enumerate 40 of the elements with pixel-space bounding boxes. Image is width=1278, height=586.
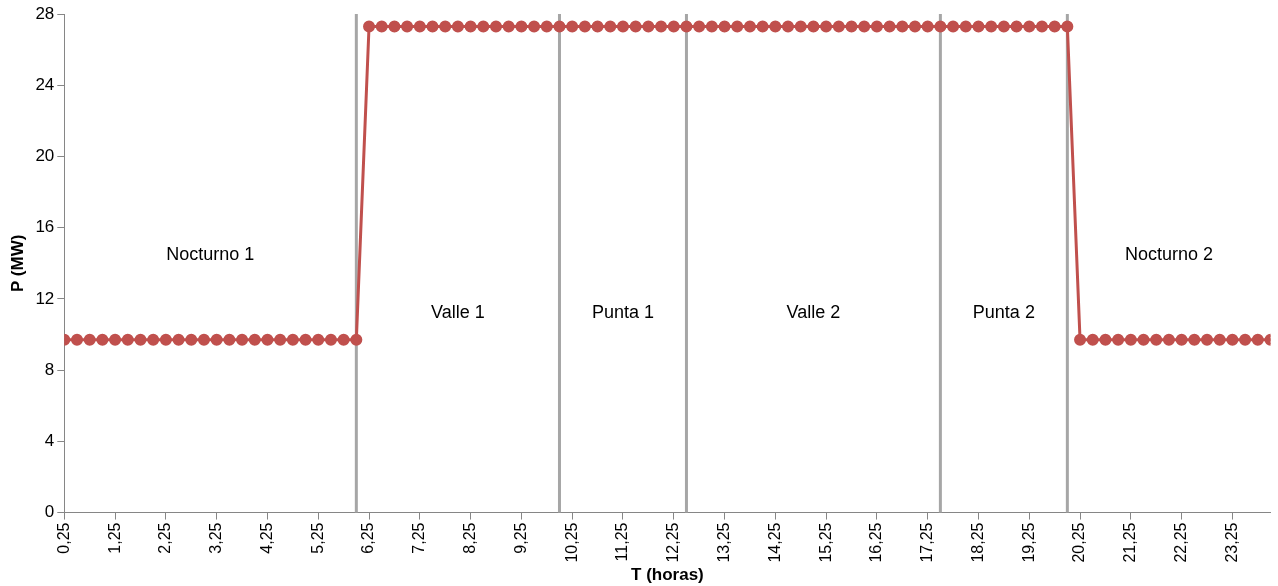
x-tick-label: 9,25 [511,522,529,554]
x-tick-label: 14,25 [765,522,783,563]
x-tick-label: 11,25 [613,522,631,562]
annotation: Nocturno 2 [1124,243,1213,264]
x-tick-label: 18,25 [968,522,986,563]
x-tick-label: 20,25 [1070,522,1088,563]
annotation: Valle 1 [431,302,485,323]
y-tick-label: 8 [44,359,55,379]
x-tick-label: 21,25 [1121,522,1139,563]
x-tick-label: 1,25 [105,522,123,554]
annotation: Punta 1 [591,302,654,323]
y-tick-label: 4 [44,431,55,451]
x-tick-label: 6,25 [359,522,377,554]
y-tick-label: 28 [35,3,55,23]
x-tick-label: 4,25 [257,522,275,554]
y-tick-label: 0 [44,502,55,522]
x-tick-label: 16,25 [867,522,885,563]
x-tick-label: 23,25 [1222,522,1240,563]
x-tick-label: 22,25 [1172,522,1190,563]
x-tick-label: 7,25 [410,522,428,554]
x-tick-label: 5,25 [308,522,326,554]
x-tick-label: 2,25 [156,522,174,554]
y-tick-label: 24 [35,74,55,94]
x-tick-label: 19,25 [1019,522,1037,563]
x-tick-label: 8,25 [461,522,479,554]
y-tick-label: 16 [35,217,55,237]
y-axis-title: P (MW) [7,234,27,292]
x-tick-label: 15,25 [816,522,834,563]
x-tick-label: 0,25 [54,522,72,554]
y-tick-label: 12 [35,288,55,308]
annotation: Valle 2 [786,302,841,323]
x-tick-label: 10,25 [562,522,580,563]
x-tick-label: 3,25 [207,522,225,554]
annotation: Nocturno 1 [166,243,255,264]
y-tick-label: 20 [35,146,55,166]
annotation: Punta 2 [972,302,1035,323]
x-axis-title: T (horas) [631,565,704,585]
x-tick-label: 13,25 [714,522,732,563]
x-tick-label: 12,25 [664,522,682,563]
x-tick-label: 17,25 [918,522,936,563]
